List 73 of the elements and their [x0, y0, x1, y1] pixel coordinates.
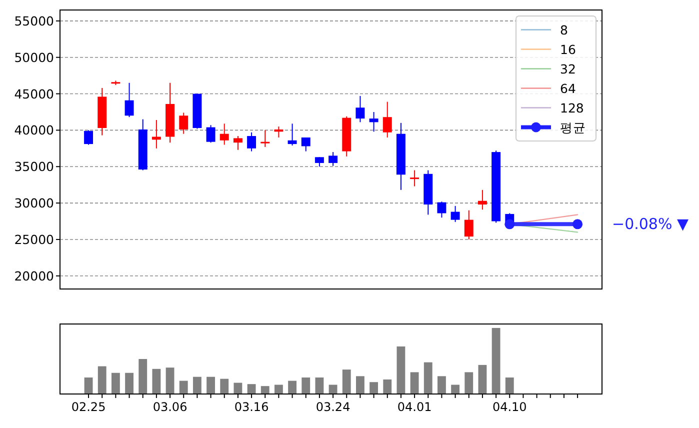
bar [451, 384, 460, 394]
x-tick-label: 03.06 [152, 400, 188, 414]
bar [179, 380, 188, 394]
legend-label: 128 [560, 100, 584, 116]
bar [410, 372, 419, 394]
bar [370, 382, 378, 394]
candlestick [233, 136, 242, 150]
legend-label: 64 [560, 80, 576, 96]
x-tick-label: 04.01 [397, 400, 432, 414]
candlestick [382, 101, 392, 138]
bar [138, 359, 148, 394]
candlestick [247, 132, 256, 152]
candlestick [464, 210, 474, 240]
candlestick [179, 112, 188, 134]
x-tick-label: 03.16 [234, 400, 269, 414]
y-tick-label: 55000 [14, 13, 54, 28]
candlestick [478, 189, 487, 210]
legend-label: 16 [560, 42, 576, 57]
candlestick [437, 201, 446, 218]
y-tick-label: 50000 [14, 50, 54, 65]
bar [464, 372, 474, 394]
bar [383, 379, 392, 394]
x-tick-label: 02.25 [71, 400, 106, 414]
legend-label: 8 [560, 22, 568, 38]
bar [125, 372, 134, 394]
candlestick [84, 130, 94, 146]
y-tick-label: 40000 [14, 122, 54, 138]
candlestick [356, 95, 365, 123]
candlestick [124, 82, 134, 118]
legend-label: 32 [560, 61, 576, 76]
bar [220, 378, 229, 394]
bar [342, 370, 351, 394]
candlestick [274, 126, 284, 138]
legend-label: 평균 [560, 120, 586, 135]
y-tick-label: 45000 [14, 86, 54, 102]
bar [192, 376, 202, 394]
x-tick-label: 03.24 [316, 400, 350, 414]
bar [302, 377, 310, 394]
bar [98, 366, 106, 394]
candlestick [328, 152, 338, 166]
y-tick-label: 20000 [14, 268, 54, 284]
y-tick-label: 35000 [14, 159, 54, 174]
bar [274, 384, 283, 394]
bar [84, 377, 93, 394]
bar [234, 382, 242, 394]
candlestick [369, 111, 378, 132]
bar [206, 376, 215, 394]
y-tick-label: 30000 [14, 196, 54, 211]
candlestick [450, 205, 460, 222]
bar [288, 380, 296, 394]
bar [396, 346, 406, 394]
candlestick [220, 123, 229, 146]
candlestick [206, 124, 216, 144]
y-tick-label: 25000 [14, 232, 54, 247]
candlestick [288, 123, 297, 146]
bar [152, 368, 161, 394]
bar [424, 362, 432, 394]
candlestick [301, 136, 310, 152]
x-tick-label: 04.10 [492, 400, 527, 414]
candlestick [314, 156, 324, 168]
bar [166, 368, 174, 394]
bar [505, 377, 514, 394]
bar [247, 384, 256, 394]
bar [492, 328, 500, 394]
bar [315, 377, 324, 394]
bar [438, 376, 446, 394]
candlestick [410, 170, 420, 187]
text: −0.08% ▼ [612, 215, 689, 234]
bar [260, 386, 270, 394]
bar [111, 372, 120, 394]
bar [356, 376, 364, 394]
candlestick [260, 130, 270, 148]
bar [478, 364, 487, 394]
